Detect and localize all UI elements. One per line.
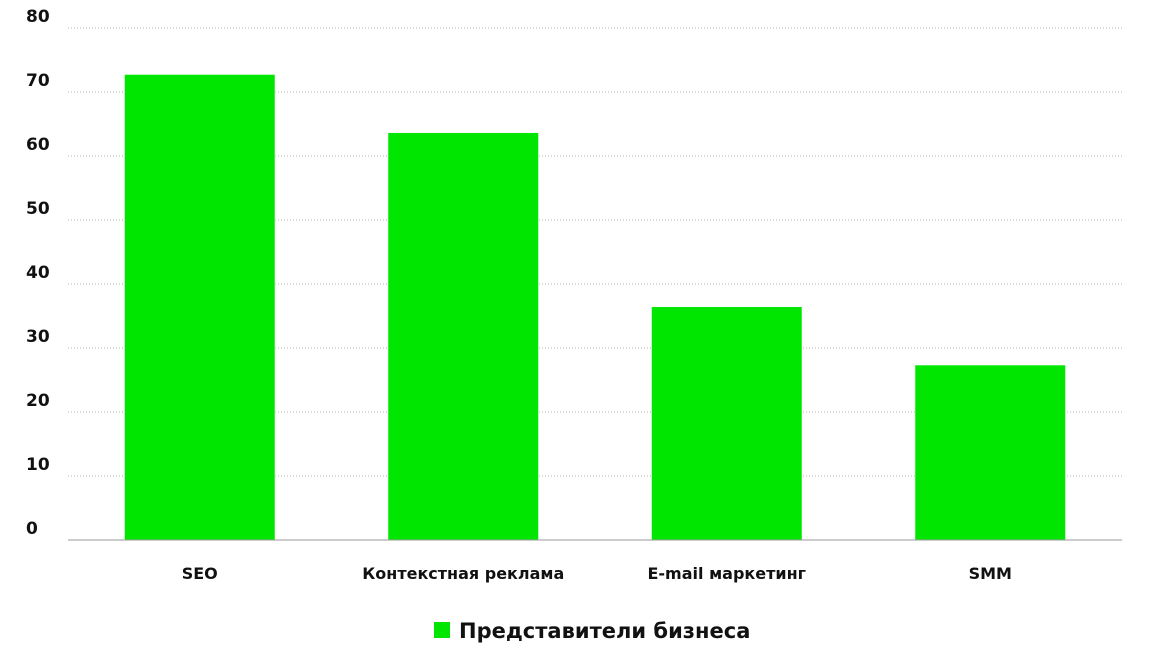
x-category-label: SEO [182, 564, 218, 583]
y-tick-label: 40 [26, 263, 50, 283]
bar [915, 365, 1066, 540]
y-tick-label: 30 [26, 327, 50, 347]
bar [651, 307, 802, 540]
y-tick-label: 10 [26, 455, 50, 475]
y-axis-ticks: 0 10 20 30 40 50 60 70 80 [26, 7, 50, 539]
x-category-label: Контекстная реклама [362, 564, 564, 583]
bars [124, 74, 1066, 540]
y-tick-label: 60 [26, 135, 50, 155]
bar [124, 74, 275, 540]
x-axis-categories: SEO Контекстная реклама E-mail маркетинг SM… [182, 564, 1012, 583]
y-tick-label: 50 [26, 199, 50, 219]
x-category-label: E-mail маркетинг [647, 564, 806, 583]
y-tick-label: 20 [26, 391, 50, 411]
y-tick-label: 80 [26, 7, 50, 27]
bar [388, 132, 539, 540]
x-category-label: SMM [969, 564, 1012, 583]
legend: Представители бизнеса [434, 619, 750, 643]
y-tick-label: 0 [26, 519, 38, 539]
legend-label: Представители бизнеса [459, 619, 750, 643]
legend-swatch [434, 622, 450, 638]
y-tick-label: 70 [26, 71, 50, 91]
